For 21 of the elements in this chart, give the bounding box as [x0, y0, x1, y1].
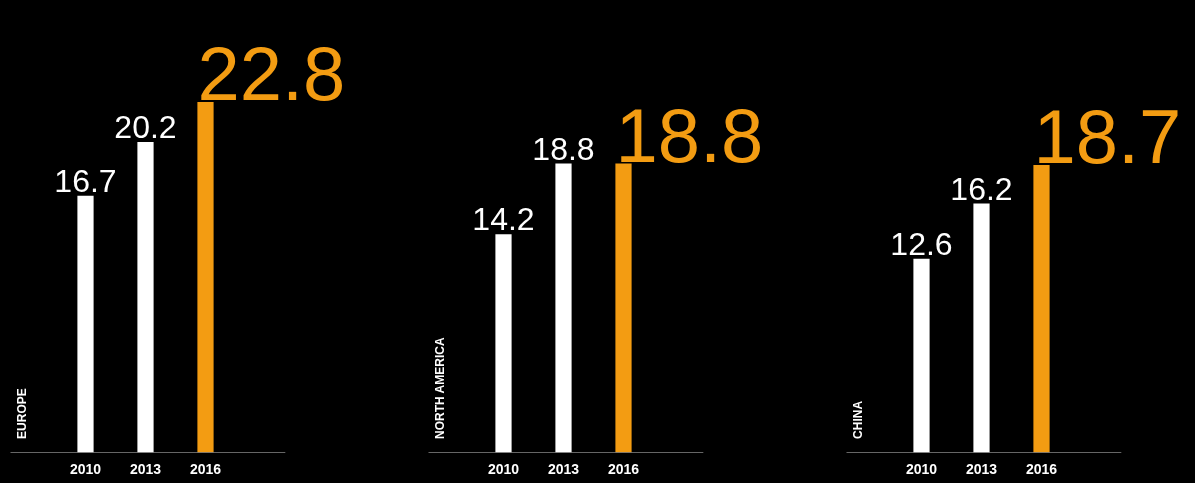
data-label: 18.7	[1033, 94, 1182, 180]
x-tick-label: 2013	[129, 460, 162, 477]
x-tick-label: 2010	[69, 460, 102, 477]
x-tick-label: 2016	[607, 460, 640, 477]
y-axis-title: EUROPE	[14, 388, 29, 439]
x-tick-label: 2013	[547, 460, 580, 477]
x-tick-label: 2013	[965, 460, 998, 477]
y-axis-title: CHINA	[850, 400, 865, 439]
data-label: 18.8	[615, 92, 764, 178]
data-label: 16.7	[54, 162, 117, 199]
x-tick-label: 2010	[487, 460, 520, 477]
data-label: 12.6	[890, 225, 953, 262]
data-label: 22.8	[197, 31, 346, 117]
data-label: 18.8	[532, 130, 595, 167]
data-label: 20.2	[114, 109, 177, 146]
x-tick-label: 2016	[189, 460, 222, 477]
data-label: 14.2	[472, 201, 535, 238]
y-axis-title: NORTH AMERICA	[432, 337, 447, 439]
data-label: 16.2	[950, 170, 1013, 207]
x-tick-label: 2016	[1025, 460, 1058, 477]
x-tick-label: 2010	[905, 460, 938, 477]
